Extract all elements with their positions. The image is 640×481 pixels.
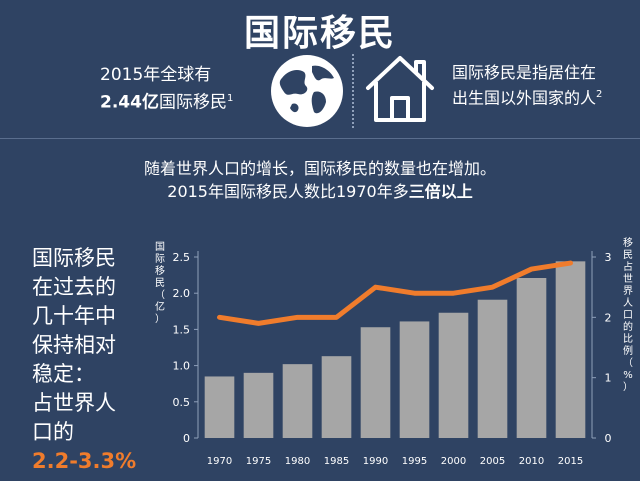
right-axis-title-char: 例 [623, 344, 633, 357]
migration-chart: 0 0.5 1.0 1.5 2.0 2.5 0 1 2 3 1970 1975 1980 1985 1990… [155, 236, 633, 467]
right-axis-title-char: 移 [623, 236, 633, 249]
right-axis-title-char: 界 [623, 285, 633, 297]
share-line [217, 260, 573, 326]
note-line: 几十年中 [32, 304, 116, 328]
x-tick-label: 1990 [363, 456, 388, 467]
note-highlight-range: 2.2-3.3% [32, 449, 137, 473]
left-axis-title-char: （ [155, 289, 165, 301]
migrant-definition: 国际移民是指居住在 出生国以外国家的人2 [452, 62, 637, 109]
stat-strong-number: 2.44亿 [100, 92, 159, 113]
x-tick-label: 1970 [207, 456, 232, 467]
left-tick-label: 1.0 [173, 360, 191, 373]
left-axis-title-char: 国 [155, 241, 165, 253]
bar [360, 327, 391, 438]
bar [438, 312, 469, 438]
header-divider [352, 54, 354, 128]
note-line: 国际移民 [32, 246, 116, 270]
left-axis-title-char: ） [155, 313, 165, 325]
summary-sentence-2: 2015年国际移民人数比1970年多三倍以上 [0, 178, 640, 202]
x-tick-label: 1975 [246, 456, 271, 467]
bar [282, 364, 313, 438]
right-axis-title-char: 占 [623, 260, 633, 273]
bar [204, 376, 235, 438]
stability-note: 国际移民 在过去的 几十年中 保持相对 稳定： 占世界人 口的 2.2-3.3% [32, 244, 162, 476]
right-axis-title-char: 民 [623, 249, 633, 261]
bar [399, 321, 430, 438]
summary-strong: 三倍以上 [408, 182, 473, 201]
left-tick-label: 1.5 [173, 323, 191, 336]
right-tick-label: 2 [605, 311, 612, 324]
x-tick-label: 1985 [324, 456, 349, 467]
right-tick-label: 3 [605, 251, 612, 264]
right-axis-title-char: 的 [623, 320, 633, 333]
x-tick-label: 2015 [558, 456, 583, 467]
left-axis-title-char: 民 [155, 277, 165, 289]
note-line: 稳定： [32, 362, 95, 386]
globe-icon [271, 55, 343, 127]
section-divider [0, 138, 640, 139]
bar [321, 356, 352, 438]
bar [243, 372, 274, 438]
summary-prefix: 2015年国际移民人数比1970年多 [167, 182, 409, 201]
right-tick-label: 1 [605, 372, 612, 385]
left-tick-label: 2.0 [173, 287, 191, 300]
right-axis-title-char: ） [623, 381, 633, 393]
right-axis-title-char: （ [623, 357, 633, 369]
footnote-2: 2 [596, 89, 603, 100]
definition-line2-wrap: 出生国以外国家的人2 [452, 84, 637, 109]
bar [555, 261, 586, 438]
right-tick-label: 0 [605, 432, 612, 445]
stat-rest: 国际移民 [158, 92, 227, 113]
footnote-1: 1 [226, 93, 234, 104]
left-tick-label: 2.5 [173, 251, 191, 264]
x-tick-label: 1980 [285, 456, 310, 467]
x-tick-label: 1995 [402, 456, 427, 467]
right-axis-title-char: 人 [623, 297, 633, 309]
global-migrant-stat: 2015年全球有 2.44亿国际移民1 [100, 64, 270, 115]
right-axis-title-char: 比 [623, 333, 633, 345]
bar [477, 299, 508, 438]
note-line: 口的 [32, 420, 74, 444]
bar [516, 277, 547, 438]
summary-sentence-1: 随着世界人口的增长，国际移民的数量也在增加。 [143, 159, 496, 178]
right-axis-title-char: 口 [623, 310, 633, 321]
stat-line1: 2015年全球有 [100, 65, 212, 85]
stat-line2: 2.44亿国际移民1 [100, 87, 270, 115]
left-tick-label: 0.5 [173, 396, 191, 409]
definition-line1: 国际移民是指居住在 [452, 63, 597, 82]
x-tick-label: 2000 [441, 456, 466, 467]
note-line: 在过去的 [32, 275, 116, 299]
left-axis-title-char: 亿 [155, 300, 165, 313]
definition-line2: 出生国以外国家的人 [452, 88, 597, 108]
right-axis-title-char: % [623, 370, 633, 381]
right-axis-title-char: 世 [623, 273, 633, 285]
page-title: 国际移民 [243, 13, 396, 54]
note-line: 占世界人 [32, 391, 116, 415]
x-tick-label: 2005 [480, 456, 505, 467]
left-tick-label: 0 [183, 432, 190, 445]
left-axis-title-char: 移 [155, 264, 165, 277]
house-icon [366, 56, 434, 122]
note-line: 保持相对 [32, 333, 116, 357]
left-axis-title-char: 际 [155, 253, 165, 265]
x-tick-label: 2010 [519, 456, 544, 467]
